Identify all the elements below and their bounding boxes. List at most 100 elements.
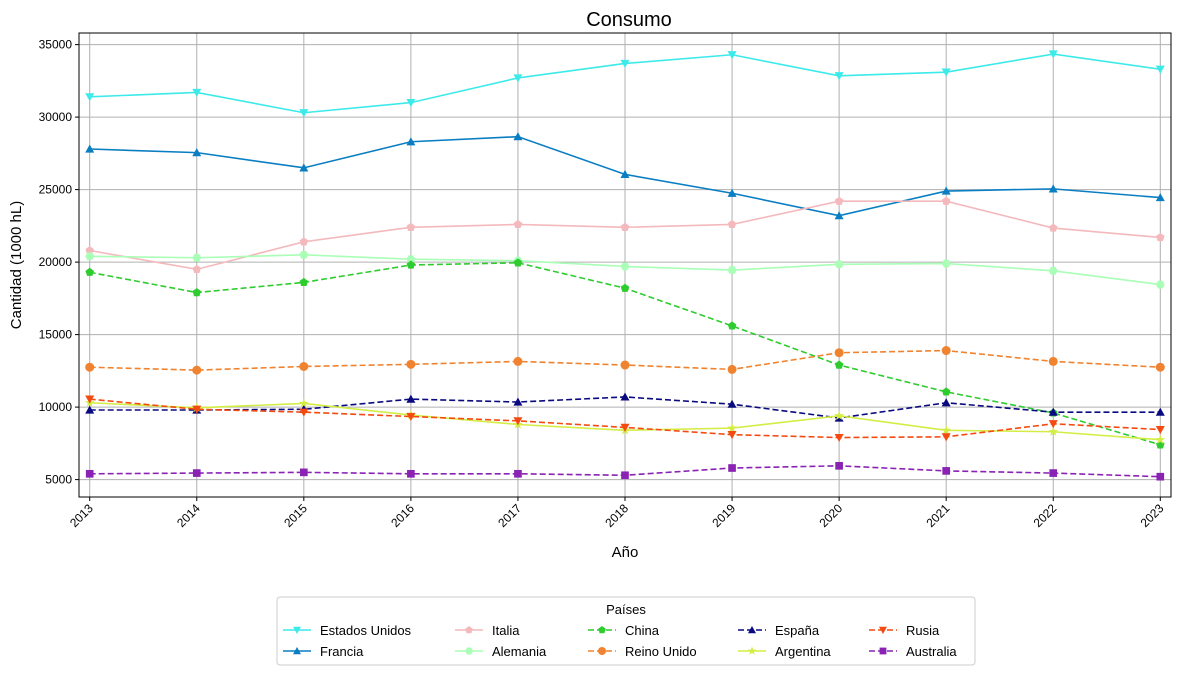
y-axis: 5000 10000 15000 20000 25000 30000 35000: [39, 38, 79, 487]
data-point: [299, 237, 309, 246]
data-point: [406, 99, 416, 108]
legend-item: España: [738, 623, 820, 638]
legend-label: Italia: [492, 623, 520, 638]
data-point: [1156, 472, 1165, 481]
data-point: [727, 321, 737, 330]
legend-label: Argentina: [775, 644, 831, 659]
data-point: [1155, 65, 1165, 74]
data-point: [727, 51, 737, 60]
data-point: [299, 109, 309, 118]
data-point: [1155, 407, 1165, 416]
legend-label: China: [625, 623, 660, 638]
legend-label: Australia: [906, 644, 957, 659]
data-point: [728, 464, 736, 472]
data-point: [834, 360, 844, 369]
x-tick-label: 2015: [281, 501, 310, 530]
legend: Países Estados Unidos Francia Italia Aleman…: [276, 596, 976, 666]
data-point: [513, 417, 523, 426]
data-point: [293, 626, 301, 634]
legend-item: Reino Unido: [588, 644, 697, 659]
y-tick-label: 15000: [39, 328, 73, 342]
series-españa: [85, 392, 1165, 422]
data-point: [1048, 184, 1058, 193]
data-point: [834, 72, 844, 81]
x-tick-label: 2023: [1138, 501, 1167, 530]
legend-item: Australia: [869, 644, 957, 659]
data-point: [1048, 420, 1058, 429]
data-point: [192, 288, 202, 297]
series-china: [85, 258, 1165, 449]
x-tick-label: 2017: [495, 501, 524, 530]
legend-label: Alemania: [492, 644, 547, 659]
data-point: [192, 88, 202, 97]
data-point: [513, 132, 523, 141]
data-point: [620, 392, 630, 401]
data-point: [406, 359, 416, 369]
data-point: [299, 408, 309, 417]
x-tick-label: 2022: [1031, 501, 1060, 530]
y-tick-label: 25000: [39, 183, 73, 197]
data-point: [85, 267, 94, 276]
series-reino-unido: [85, 346, 1165, 375]
x-axis-title: Año: [612, 544, 639, 561]
data-point: [299, 277, 309, 287]
data-point: [85, 395, 95, 404]
legend-item: Argentina: [738, 644, 831, 659]
data-point: [620, 423, 630, 432]
data-point: [465, 626, 473, 634]
data-point: [879, 647, 887, 655]
data-point: [1155, 193, 1165, 202]
data-point: [621, 471, 629, 480]
y-tick-label: 10000: [39, 400, 73, 414]
legend-label: Reino Unido: [625, 644, 697, 659]
data-point: [85, 144, 95, 153]
legend-item: Alemania: [455, 644, 547, 659]
data-point: [835, 462, 843, 470]
x-axis: 2013 2014 2015 2016 2017 2018 2019 2020 2021 2022…: [67, 497, 1167, 530]
data-point: [298, 398, 309, 408]
y-tick-label: 5000: [45, 473, 72, 487]
data-point: [727, 422, 737, 433]
data-point: [513, 219, 523, 229]
data-point: [620, 262, 630, 271]
data-point: [834, 211, 844, 220]
data-point: [85, 405, 95, 414]
x-tick-label: 2019: [709, 501, 738, 530]
series-lines: [84, 50, 1166, 481]
data-point: [1155, 362, 1165, 372]
data-point: [465, 647, 473, 655]
legend-item: Francia: [283, 644, 364, 659]
data-point: [1155, 425, 1165, 435]
data-point: [1048, 266, 1058, 275]
y-tick-label: 30000: [39, 110, 73, 124]
legend-item: China: [588, 623, 660, 638]
legend-frame: [276, 596, 976, 666]
data-point: [1048, 223, 1058, 232]
data-point: [941, 425, 952, 435]
data-point: [85, 469, 94, 478]
data-point: [192, 148, 202, 157]
data-point: [1048, 356, 1058, 366]
legend-label: Francia: [320, 644, 364, 659]
data-point: [406, 255, 416, 264]
legend-label: España: [775, 623, 820, 638]
y-axis-title: Cantidad (1000 hL): [8, 201, 25, 329]
legend-item: Italia: [455, 623, 520, 638]
data-point: [941, 186, 951, 195]
x-tick-label: 2018: [602, 501, 631, 530]
data-point: [834, 196, 844, 205]
legend-label: Estados Unidos: [320, 623, 412, 638]
legend-label: Rusia: [906, 623, 940, 638]
data-point: [513, 258, 523, 267]
x-tick-label: 2016: [388, 501, 417, 530]
data-point: [299, 362, 309, 371]
data-point: [747, 646, 757, 655]
data-point: [598, 626, 606, 634]
x-tick-label: 2014: [174, 501, 203, 530]
data-point: [406, 222, 416, 231]
data-point: [85, 252, 95, 261]
data-point: [620, 59, 630, 68]
data-point: [727, 399, 737, 408]
data-point: [941, 196, 951, 205]
